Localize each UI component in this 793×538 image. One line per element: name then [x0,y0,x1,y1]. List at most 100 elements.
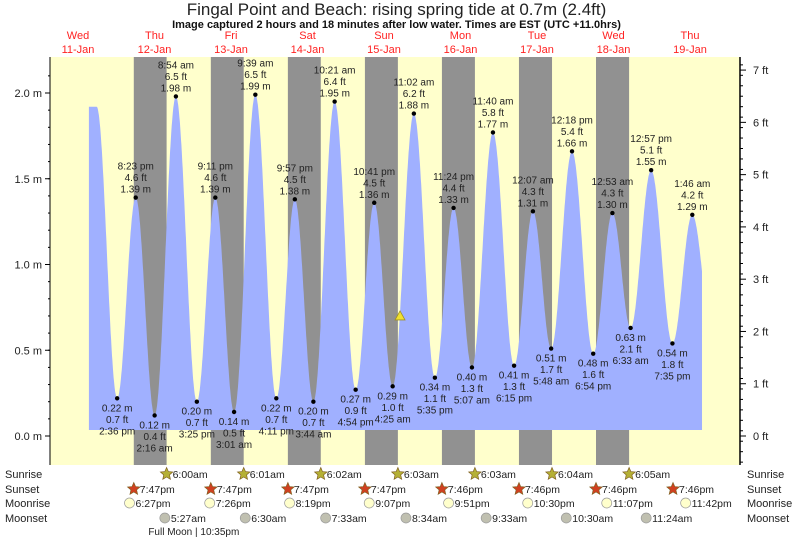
high-tide-label: 4.6 ft [204,173,226,184]
low-tide-label: 4:11 pm [259,426,294,437]
date-label: 13-Jan [214,44,248,56]
row-label-moonrise: Moonrise [747,498,792,510]
high-tide-label: 6.4 ft [324,77,346,88]
left-tick-label: 0.0 m [14,431,42,443]
moonset-icon [159,512,171,524]
sunrise-icon [467,466,482,481]
extreme-point [372,200,377,205]
low-tide-label: 4:54 pm [338,418,374,429]
sunrise-icon [544,466,560,481]
extreme-point [690,212,695,217]
chart-subtitle: Image captured 2 hours and 18 minutes af… [172,19,621,31]
date-label: 14-Jan [291,44,325,56]
right-tick-label: 1 ft [753,379,768,391]
sunrise-icon [159,466,174,481]
extreme-point [194,399,200,404]
moonset-time: 5:27am [171,513,206,525]
right-tick-label: 7 ft [753,65,768,77]
moonrise-time: 9:51pm [455,498,490,510]
low-tide-label: 0.54 m [657,348,688,359]
low-tide-label: 1.1 ft [424,394,446,405]
high-tide-label: 1.33 m [438,195,469,206]
sunrise-time: 6:03am [404,469,439,481]
low-tide-label: 3:25 pm [179,430,215,441]
low-tide-label: 3:01 am [216,440,252,451]
high-tide-label: 1.39 m [200,185,231,196]
low-tide-label: 0.9 ft [345,406,367,417]
extreme-point [292,197,298,202]
moonrise-time: 9:07pm [375,498,410,510]
row-label-sunrise: Sunrise [5,469,42,481]
extreme-point [253,92,258,97]
low-tide-label: 0.7 ft [302,418,324,429]
moonrise-icon [680,497,692,509]
high-tide-label: 12:53 am [592,177,634,188]
moonset-icon [239,512,251,524]
day-of-week-label: Mon [450,30,471,42]
row-label-moonrise: Moonrise [5,498,50,510]
current-level-marker [394,310,406,321]
low-tide-label: 0.29 m [377,391,408,402]
high-tide-label: 1.30 m [597,200,628,211]
low-tide-label: 6:54 pm [575,382,611,393]
high-tide-label: 1.38 m [280,186,311,197]
low-tide-label: 4:25 am [375,414,411,425]
moonset-icon [320,512,332,524]
sunrise-time: 6:02am [327,469,362,481]
low-tide-label: 0.27 m [340,395,371,406]
high-tide-label: 1.77 m [478,119,509,130]
moonrise-icon [601,497,613,509]
high-tide-label: 12:57 pm [630,134,672,145]
extreme-point [591,351,596,356]
low-tide-label: 1.0 ft [382,403,404,414]
high-tide-label: 11:02 am [393,78,434,89]
high-tide-label: 1.29 m [677,202,708,213]
right-tick-label: 4 ft [753,222,768,234]
sunrise-time: 6:00am [173,469,208,481]
high-tide-label: 1.99 m [240,82,271,93]
moonset-time: 6:30am [251,513,286,525]
low-tide-label: 2.1 ft [619,344,641,355]
low-tide-label: 1.7 ft [540,365,562,376]
high-tide-label: 8:23 pm [118,162,154,173]
moonset-icon [480,512,492,524]
low-tide-label: 0.41 m [499,371,530,382]
day-of-week-label: Wed [602,30,624,42]
date-label: 18-Jan [597,44,631,56]
extreme-point [152,413,157,418]
moonset-time: 10:30am [572,513,613,525]
row-label-moonset: Moonset [747,513,789,525]
extreme-point [231,409,237,415]
low-tide-label: 0.7 ft [265,415,287,426]
extreme-point [469,365,475,370]
day-of-week-label: Wed [67,30,89,42]
extreme-point [173,94,179,99]
extreme-point [530,209,536,214]
low-tide-label: 2:16 am [137,443,173,454]
extreme-point [274,396,279,401]
extreme-point [548,346,554,351]
row-label-sunrise: Sunrise [747,469,784,481]
date-label: 11-Jan [62,44,95,56]
sunset-icon [588,481,604,496]
day-of-week-label: Thu [145,30,164,42]
high-tide-label: 11:24 pm [433,172,474,183]
high-tide-label: 1.98 m [161,83,192,94]
sunset-icon [357,481,372,496]
left-tick-label: 2.0 m [14,88,42,100]
high-tide-label: 4.3 ft [522,187,544,198]
high-tide-label: 1.39 m [120,185,151,196]
moonrise-icon [204,497,216,509]
chart-title: Fingal Point and Beach: rising spring ti… [186,0,607,19]
sunset-icon [666,481,681,496]
high-tide-label: 12:18 pm [551,115,593,126]
low-tide-label: 1.8 ft [661,360,683,371]
low-tide-label: 0.12 m [139,420,170,431]
high-tide-label: 9:11 pm [198,162,233,173]
moonset-time: 7:33am [332,513,367,525]
moonset-time: 9:33am [492,513,527,525]
low-tide-label: 7:35 pm [654,371,690,382]
high-tide-label: 4.3 ft [601,189,623,200]
low-tide-label: 5:07 am [454,395,490,406]
